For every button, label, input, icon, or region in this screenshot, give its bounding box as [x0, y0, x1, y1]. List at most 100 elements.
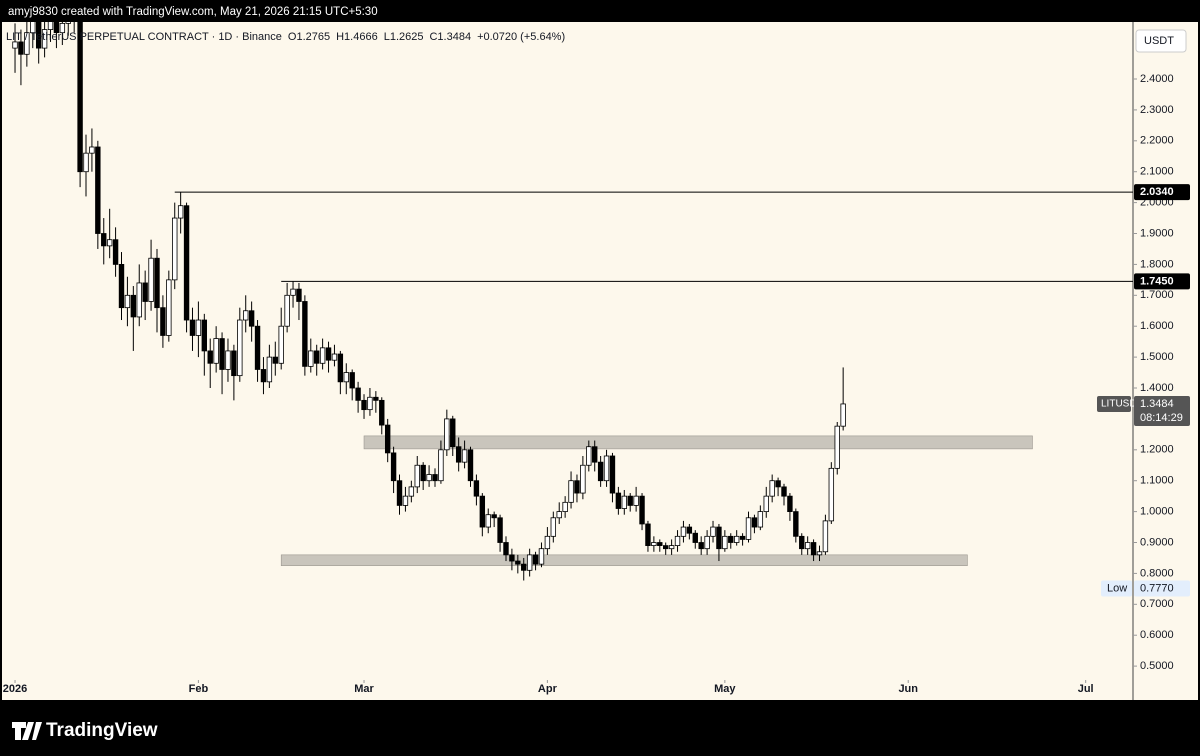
candle-body	[59, 22, 66, 34]
candle-body	[722, 535, 728, 550]
y-tick-label: 1.2000	[1140, 444, 1174, 456]
candle-body	[639, 495, 645, 525]
candle-body	[124, 294, 131, 309]
candle-body	[106, 239, 113, 247]
candle-body	[657, 542, 663, 546]
candle-body	[757, 511, 764, 528]
candle-body	[195, 319, 202, 336]
candle-body	[497, 517, 503, 543]
candle-body	[662, 545, 669, 550]
candle-body	[781, 486, 787, 497]
y-tick-label: 0.7000	[1140, 598, 1174, 610]
candle-body	[745, 517, 752, 540]
candle-body	[822, 520, 829, 553]
candle-body	[266, 356, 273, 383]
candle-body	[444, 418, 450, 451]
candle-body	[840, 403, 846, 427]
level-label: 1.7450	[1140, 275, 1174, 287]
candle-body	[698, 542, 704, 550]
candle-body	[733, 535, 740, 543]
candle-body	[580, 464, 586, 494]
y-tick-label: 0.9000	[1140, 536, 1174, 548]
y-tick-label: 2.3000	[1140, 104, 1174, 116]
footer: TradingView	[12, 720, 158, 741]
candle-body	[574, 480, 580, 494]
candle-body	[597, 461, 604, 482]
candle-body	[509, 554, 515, 562]
zone	[363, 435, 1033, 450]
y-tick-label: 1.4000	[1140, 382, 1174, 394]
x-tick-label: Jul	[1078, 683, 1094, 695]
candle-body	[787, 495, 793, 513]
candle-body	[526, 554, 533, 571]
candle-body	[674, 535, 681, 546]
candle-body	[515, 560, 521, 565]
legend-value: +0.0720 (+5.64%)	[477, 31, 565, 43]
candle-body	[544, 535, 551, 550]
candle-body	[609, 455, 616, 494]
candle-body	[438, 449, 444, 482]
candle-body	[243, 310, 249, 321]
candle-body	[704, 535, 710, 550]
legend-value: L1.2625	[384, 31, 424, 43]
logo	[12, 722, 42, 740]
candle-body	[172, 217, 178, 281]
price-badge	[1134, 395, 1190, 426]
candle-body	[538, 548, 545, 565]
candle-body	[775, 480, 781, 488]
price-label: 1.3484	[1140, 398, 1174, 410]
candle-body	[402, 495, 409, 506]
y-tick-label: 2.1000	[1140, 166, 1174, 178]
candle-body	[248, 310, 255, 327]
x-tick-label: Feb	[189, 683, 209, 695]
candle-body	[225, 350, 231, 370]
legend-value: H1.4666	[336, 31, 378, 43]
candle-body	[645, 523, 651, 546]
candle-body	[308, 350, 314, 367]
candle-body	[680, 526, 687, 537]
candle-body	[53, 22, 60, 34]
candle-body	[278, 325, 284, 364]
level-label: 2.0340	[1140, 186, 1174, 198]
y-tick-label: 1.7000	[1140, 289, 1174, 301]
candle-body	[201, 319, 208, 352]
candle-body	[166, 279, 172, 336]
candle-body	[615, 492, 622, 509]
candle-body	[154, 257, 160, 309]
candle-body	[77, 22, 83, 173]
candle-body	[692, 532, 698, 543]
brand: TradingView	[46, 720, 158, 741]
candle-body	[118, 264, 125, 309]
candle-body	[799, 535, 805, 550]
candle-body	[207, 350, 213, 364]
y-tick-label: 0.5000	[1140, 660, 1174, 672]
candle-body	[24, 32, 30, 55]
candle-body	[101, 233, 107, 247]
candle-body	[30, 22, 36, 34]
candle-body	[568, 480, 574, 503]
currency-button[interactable]	[1135, 29, 1187, 53]
candle-body	[432, 474, 438, 482]
candle-body	[148, 257, 154, 302]
candle-body	[331, 353, 338, 361]
x-tick-label: Mar	[354, 683, 374, 695]
candle-body	[426, 474, 432, 482]
candle-body	[337, 353, 344, 383]
y-tick-label: 1.8000	[1140, 258, 1174, 270]
candle-body	[763, 495, 769, 513]
zone	[280, 554, 968, 566]
level-badge	[1134, 184, 1190, 201]
candle-body	[18, 41, 24, 55]
level-badge	[1134, 273, 1190, 290]
candle-body	[828, 467, 835, 522]
x-tick-label: 2026	[3, 683, 27, 695]
candle-body	[621, 495, 627, 509]
candle-body	[728, 535, 734, 543]
candle-body	[112, 239, 119, 265]
low-badge	[1101, 580, 1132, 597]
candle-body	[219, 338, 225, 370]
candle-body	[810, 542, 817, 556]
plot	[12, 22, 1033, 581]
candle-body	[793, 511, 799, 537]
